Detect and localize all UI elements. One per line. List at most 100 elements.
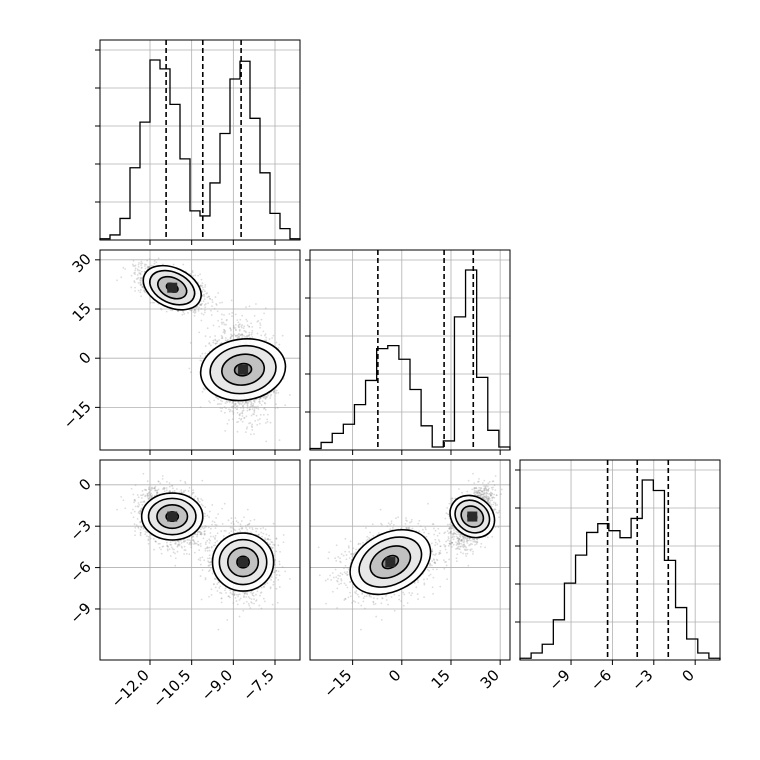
scatter-point	[135, 278, 138, 280]
scatter-point	[250, 402, 253, 405]
scatter-point	[250, 401, 253, 404]
scatter-point	[241, 415, 244, 417]
scatter-point	[228, 313, 231, 315]
scatter-point	[160, 308, 163, 311]
scatter-point	[232, 527, 235, 530]
scatter-point	[166, 545, 169, 548]
scatter-point	[254, 420, 257, 422]
scatter-point	[264, 307, 267, 310]
scatter-point	[215, 524, 218, 527]
scatter-point	[271, 337, 273, 339]
scatter-point	[204, 284, 207, 286]
scatter-point	[232, 326, 235, 329]
scatter-point	[223, 323, 226, 326]
scatter-point	[202, 294, 204, 296]
scatter-point	[231, 405, 234, 408]
scatter-point	[218, 339, 220, 341]
scatter-point	[272, 391, 275, 394]
scatter-point	[199, 406, 202, 409]
scatter-point	[243, 325, 246, 328]
scatter-point	[237, 521, 240, 524]
scatter-point	[276, 601, 279, 604]
scatter-point	[146, 495, 149, 498]
scatter-point	[140, 284, 143, 286]
scatter-point	[251, 405, 253, 408]
scatter-point	[140, 262, 142, 265]
scatter-point	[238, 328, 241, 331]
scatter-point	[232, 413, 235, 415]
scatter-point	[234, 334, 237, 337]
scatter-point	[139, 273, 142, 276]
scatter-point	[177, 310, 180, 313]
scatter-point	[139, 533, 142, 536]
scatter-point	[138, 261, 140, 264]
scatter-point	[246, 402, 249, 404]
scatter-point	[278, 343, 281, 346]
scatter-point	[210, 309, 212, 312]
scatter-point	[153, 301, 155, 304]
panel-frame	[99, 249, 301, 451]
scatter-point	[134, 290, 136, 292]
scatter-point	[234, 335, 237, 337]
scatter-point	[257, 408, 260, 410]
scatter-point	[241, 401, 244, 404]
scatter-point	[275, 537, 278, 540]
scatter-point	[236, 337, 239, 339]
panel-frame	[309, 249, 511, 451]
scatter-point	[259, 324, 262, 326]
scatter-point	[198, 530, 200, 533]
scatter-point	[172, 263, 175, 266]
scatter-point	[230, 329, 232, 332]
scatter-point	[194, 309, 197, 312]
scatter-point	[253, 413, 255, 416]
scatter-point	[143, 265, 146, 267]
scatter-point	[137, 269, 140, 272]
scatter-point	[217, 581, 220, 584]
scatter-point	[264, 397, 267, 400]
scatter-point	[174, 542, 176, 545]
scatter-point	[234, 323, 237, 326]
scatter-point	[253, 411, 256, 414]
scatter-point	[197, 309, 200, 312]
scatter-point	[189, 272, 192, 275]
scatter-point	[204, 286, 206, 288]
scatter-point	[234, 327, 237, 329]
scatter-point	[266, 420, 269, 423]
scatter-point	[150, 492, 153, 495]
scatter-point	[243, 595, 245, 597]
y-tick-label: 0	[75, 348, 94, 367]
scatter-point	[238, 323, 240, 326]
scatter-point	[240, 417, 243, 420]
scatter-point	[201, 286, 204, 289]
scatter-point	[268, 338, 271, 340]
scatter-point	[229, 337, 232, 340]
scatter-point	[259, 322, 261, 325]
scatter-point	[240, 325, 243, 328]
scatter-point	[207, 295, 210, 298]
scatter-point	[235, 600, 238, 602]
scatter-point	[237, 336, 240, 339]
scatter-point	[239, 406, 242, 409]
scatter-point	[171, 309, 174, 312]
scatter-point	[209, 401, 211, 404]
scatter-point	[204, 549, 207, 552]
scatter-point	[265, 336, 268, 339]
scatter-point	[203, 388, 206, 391]
scatter-point	[208, 297, 211, 300]
scatter-point	[233, 333, 236, 336]
scatter-point	[139, 281, 142, 284]
scatter-point	[262, 395, 265, 398]
scatter-point	[147, 266, 150, 269]
scatter-point	[201, 352, 204, 355]
scatter-point	[248, 325, 251, 328]
scatter-point	[153, 260, 156, 262]
scatter-point	[177, 543, 180, 546]
scatter-point	[245, 331, 247, 334]
scatter-point	[241, 333, 244, 336]
scatter-point	[203, 293, 206, 296]
scatter-point	[138, 269, 141, 272]
scatter-point	[132, 259, 135, 262]
scatter-point	[265, 440, 268, 443]
scatter-point	[139, 283, 142, 286]
scatter-point	[134, 271, 136, 274]
